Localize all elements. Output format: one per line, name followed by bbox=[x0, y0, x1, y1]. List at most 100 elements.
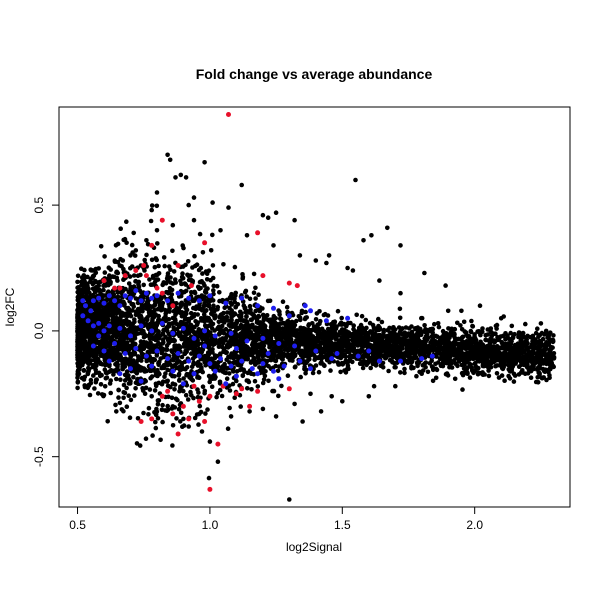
data-point bbox=[207, 393, 213, 399]
data-point bbox=[414, 373, 419, 379]
data-point bbox=[525, 333, 530, 339]
data-point bbox=[175, 263, 181, 268]
data-point bbox=[271, 305, 276, 311]
data-point bbox=[159, 320, 165, 326]
data-point bbox=[249, 366, 255, 372]
data-point bbox=[340, 399, 345, 404]
data-point bbox=[159, 290, 165, 296]
data-point bbox=[334, 351, 340, 356]
data-point bbox=[207, 293, 213, 299]
data-point bbox=[239, 386, 245, 392]
data-point bbox=[122, 273, 128, 279]
data-point bbox=[167, 157, 173, 163]
x-tick-label: 0.5 bbox=[69, 518, 86, 532]
data-point bbox=[377, 278, 382, 283]
data-point bbox=[106, 358, 112, 364]
x-axis: 0.5 1.0 1.5 2.0 bbox=[69, 506, 483, 532]
x-tick-label: 1.0 bbox=[202, 518, 219, 532]
data-point bbox=[226, 205, 231, 210]
data-point bbox=[117, 303, 123, 309]
data-point bbox=[191, 217, 197, 223]
data-point bbox=[199, 429, 205, 434]
data-point bbox=[287, 497, 292, 502]
data-point bbox=[90, 343, 96, 349]
data-point bbox=[180, 325, 186, 331]
data-point bbox=[154, 190, 160, 195]
data-point bbox=[429, 353, 435, 359]
data-point bbox=[196, 298, 202, 304]
data-point bbox=[329, 394, 335, 399]
data-point bbox=[353, 177, 358, 183]
data-point bbox=[133, 346, 139, 351]
data-point bbox=[385, 225, 390, 231]
data-point bbox=[191, 371, 197, 377]
data-point bbox=[128, 253, 133, 258]
data-point bbox=[138, 419, 144, 424]
data-point bbox=[149, 328, 155, 334]
data-point bbox=[210, 200, 215, 205]
data-point bbox=[228, 363, 234, 369]
data-point bbox=[233, 346, 239, 351]
data-point bbox=[308, 366, 313, 372]
data-point bbox=[212, 333, 218, 339]
data-point bbox=[128, 295, 133, 301]
data-point bbox=[90, 298, 96, 304]
data-point bbox=[101, 278, 107, 284]
data-point bbox=[202, 240, 208, 246]
data-point bbox=[181, 416, 186, 422]
data-point bbox=[202, 328, 208, 334]
data-point bbox=[180, 403, 186, 409]
data-point bbox=[376, 358, 382, 364]
data-point bbox=[122, 351, 128, 356]
data-point bbox=[393, 383, 398, 389]
y-axis: -0.5 0.0 0.5 bbox=[32, 196, 60, 467]
data-point bbox=[297, 253, 303, 258]
data-point bbox=[143, 273, 149, 279]
y-tick-label: 0.0 bbox=[32, 322, 46, 339]
data-point bbox=[96, 320, 102, 326]
data-point bbox=[170, 222, 176, 228]
data-point bbox=[91, 353, 96, 359]
data-point bbox=[186, 295, 192, 301]
data-point bbox=[85, 318, 91, 324]
data-point bbox=[186, 202, 191, 208]
y-tick-label: 0.5 bbox=[32, 196, 46, 213]
data-point bbox=[345, 265, 350, 271]
data-point bbox=[369, 233, 374, 238]
data-point bbox=[149, 416, 155, 422]
data-point bbox=[207, 361, 213, 367]
data-point bbox=[467, 361, 472, 366]
data-point bbox=[106, 293, 112, 299]
data-point bbox=[271, 243, 276, 248]
data-point bbox=[371, 383, 377, 389]
chart-title: Fold change vs average abundance bbox=[196, 66, 433, 82]
data-point bbox=[112, 298, 118, 304]
data-point bbox=[255, 303, 261, 309]
data-point bbox=[128, 378, 133, 384]
data-point bbox=[538, 321, 544, 326]
data-point bbox=[170, 404, 176, 409]
data-point bbox=[117, 263, 123, 268]
data-point bbox=[138, 298, 144, 304]
data-point bbox=[107, 273, 112, 278]
data-point bbox=[530, 333, 536, 339]
data-point bbox=[228, 414, 234, 419]
data-point bbox=[440, 363, 446, 369]
data-point bbox=[96, 295, 102, 301]
data-point bbox=[300, 419, 305, 424]
data-point bbox=[83, 303, 88, 309]
data-point bbox=[170, 303, 176, 309]
data-point bbox=[419, 371, 425, 377]
data-point bbox=[112, 285, 118, 291]
data-point bbox=[154, 228, 160, 233]
data-point bbox=[292, 343, 298, 349]
data-point bbox=[117, 285, 123, 291]
data-point bbox=[228, 330, 234, 336]
data-point bbox=[265, 351, 271, 356]
data-point bbox=[422, 270, 427, 276]
data-point bbox=[294, 283, 300, 289]
data-point bbox=[178, 172, 184, 178]
data-point bbox=[186, 416, 192, 422]
data-point bbox=[313, 348, 319, 354]
data-point bbox=[159, 393, 165, 399]
